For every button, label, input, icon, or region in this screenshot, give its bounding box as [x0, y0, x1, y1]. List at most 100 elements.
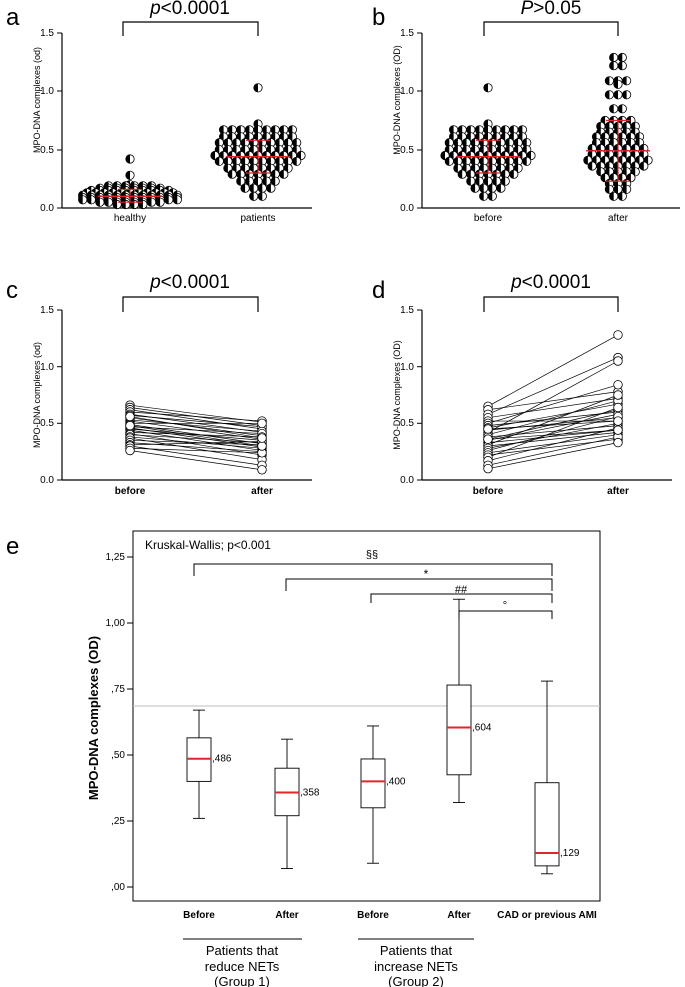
data-point	[522, 138, 532, 148]
data-point-fill	[445, 138, 450, 147]
after-point	[613, 425, 623, 435]
data-point-fill	[283, 138, 289, 147]
data-point	[95, 197, 105, 207]
y-tick-label-a-3: 1.5	[40, 28, 54, 39]
data-point	[609, 191, 619, 201]
data-point-fill	[453, 157, 458, 166]
data-point-fill	[470, 138, 476, 147]
data-point-fill	[483, 177, 488, 186]
y-tick-label-a-2: 1.0	[40, 86, 54, 97]
box-2: ,400	[360, 725, 406, 864]
data-point-fill	[479, 157, 484, 166]
data-point-fill	[605, 76, 610, 85]
data-point	[474, 176, 484, 186]
y-tick-label-c-3: 1.5	[40, 305, 54, 316]
comparison-bracket-3	[458, 610, 553, 619]
data-point-fill	[271, 125, 276, 134]
data-point-fill	[155, 198, 161, 207]
data-point	[617, 61, 627, 71]
paired-line	[487, 384, 619, 424]
data-point-fill	[609, 53, 614, 62]
data-point	[112, 199, 122, 210]
data-point	[617, 191, 627, 201]
paired-line	[129, 439, 263, 446]
paired-line	[487, 429, 619, 440]
data-point	[257, 183, 267, 193]
data-point-fill	[505, 157, 510, 166]
after-point	[257, 465, 267, 475]
plot-frame-e	[132, 530, 601, 902]
data-point	[78, 195, 88, 205]
after-point	[613, 402, 623, 413]
data-point-fill	[613, 80, 618, 89]
data-point-fill	[275, 138, 280, 147]
data-point-fill	[223, 138, 228, 147]
paired-line	[487, 413, 619, 441]
comparison-bracket-2	[370, 593, 553, 603]
data-point-fill	[266, 157, 271, 166]
data-point	[287, 125, 297, 135]
data-point-fill	[236, 170, 241, 179]
data-point	[479, 191, 489, 201]
y-tick-label-a-1: 0.5	[40, 145, 54, 156]
x-category-a-patients: patients	[240, 213, 275, 224]
data-point-fill	[240, 138, 246, 147]
pvalue-a-text: <0.0001	[161, 0, 230, 19]
data-point-fill	[249, 184, 254, 193]
data-point	[121, 199, 131, 210]
paired-line	[487, 442, 619, 470]
data-point-fill	[232, 138, 237, 147]
y-tick-label-e-4: 1,00	[106, 618, 126, 629]
data-point	[613, 90, 623, 100]
points-a	[78, 83, 306, 210]
panel-letter-a: a	[6, 4, 20, 31]
data-point	[609, 104, 619, 114]
paired-line	[487, 357, 619, 415]
data-point	[492, 125, 502, 135]
y-tick-label-e-0: ,00	[111, 882, 125, 893]
data-point-fill	[466, 177, 471, 186]
paired-line	[487, 400, 619, 436]
data-point-fill	[266, 184, 271, 193]
summary-lines-b	[456, 119, 650, 182]
y-tick-label-c-0: 0.0	[40, 475, 54, 486]
x-category-e-3: After	[447, 910, 470, 921]
data-point	[214, 156, 224, 166]
data-point	[129, 199, 139, 210]
y-axis-label-d: MPO-DNA complexes (OD)	[392, 340, 402, 450]
paired-line	[487, 403, 619, 429]
data-point	[492, 176, 502, 186]
data-point-fill	[488, 192, 493, 201]
paired-line	[129, 433, 263, 456]
paired-line	[487, 334, 619, 407]
data-point	[500, 125, 510, 135]
pvalue-a: p<0.0001	[149, 0, 230, 19]
panel-b: P>0.05 MPO-DNA complexes (OD) 0.0 0.5 1.…	[392, 0, 680, 224]
data-point	[621, 90, 632, 100]
significance-bracket-d	[483, 296, 619, 312]
data-point	[461, 138, 472, 148]
data-point-fill	[462, 157, 467, 166]
comparison-brackets-e: §§ * ## °	[193, 549, 553, 619]
data-point-fill	[596, 167, 601, 176]
comparison-symbol-1: *	[424, 567, 429, 581]
paired-line	[487, 427, 619, 462]
comparison-symbol-0: §§	[366, 549, 378, 561]
data-point-fill	[253, 83, 258, 92]
paired-line	[129, 447, 263, 454]
data-point-fill	[501, 170, 506, 179]
iqr-box	[360, 758, 386, 809]
data-point-fill	[622, 76, 627, 85]
paired-line	[487, 429, 619, 443]
after-point	[257, 441, 267, 451]
x-category-a-healthy: healthy	[114, 213, 146, 224]
data-point	[266, 156, 276, 166]
panel-d: p<0.0001 MPO-DNA complexes (OD) 0.0 0.5 …	[392, 272, 672, 497]
data-point-fill	[104, 198, 109, 207]
y-tick-label-e-1: ,25	[111, 816, 125, 827]
panel-letter-e: e	[6, 533, 19, 560]
data-point-fill	[449, 125, 454, 134]
data-point	[155, 197, 165, 207]
y-tick-label-d-3: 1.5	[400, 305, 414, 316]
median-value-label: ,604	[472, 723, 492, 734]
